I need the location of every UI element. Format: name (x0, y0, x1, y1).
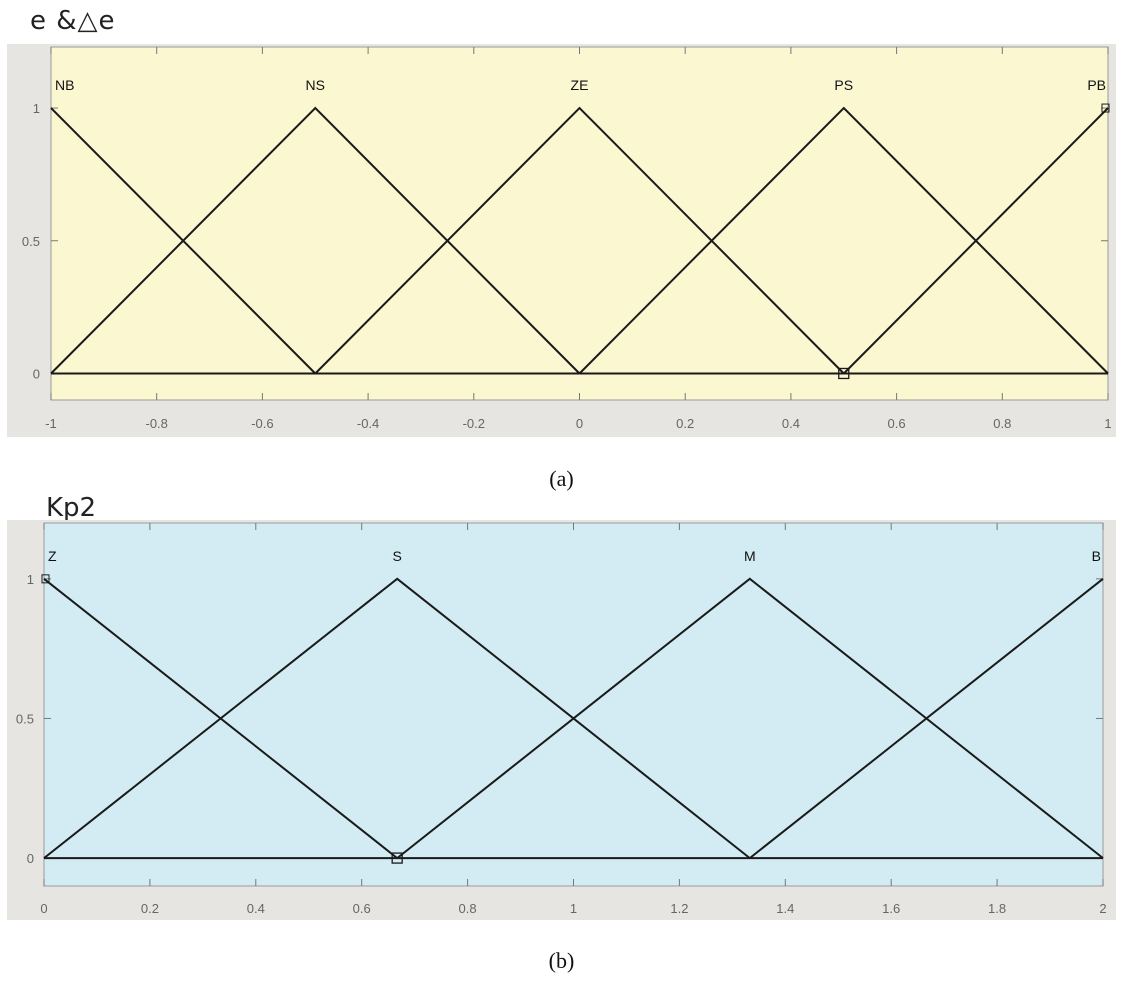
panel-a-chart: -1 -0.8 -0.6 -0.4 -0.2 0 0.2 0.4 0.6 0.8 1 0 0.5 1 NB N… (7, 44, 1116, 437)
panel-a-y-tick-label: 0.5 (22, 234, 40, 249)
panel-a-mf-ze (314, 106, 845, 375)
panel-b-x-tick-label: 1.8 (988, 901, 1006, 916)
panel-b-mf-label-s: S (393, 548, 402, 564)
panel-a-x-tick-label: -0.4 (357, 416, 379, 431)
panel-a-mf-label-ns: NS (306, 77, 325, 93)
panel-b-mf-m (396, 577, 1104, 859)
panel-a-plot-area (50, 46, 1109, 401)
panel-b-chart: 0 0.2 0.4 0.6 0.8 1 1.2 1.4 1.6 1.8 200.51Z S M B (7, 520, 1116, 920)
panel-a-mf-pb (843, 107, 1109, 375)
caption-b: (b) (548, 948, 575, 973)
panel-a-edge-marker (1101, 103, 1110, 113)
panel-a-selection-marker (838, 367, 850, 380)
panel-a-x-tick-label: 0.8 (993, 416, 1011, 431)
panel-a-x-tick-label: -0.8 (145, 416, 167, 431)
panel-a-x-tick-label: -0.2 (463, 416, 485, 431)
panel-a-y-tick-label: 0 (33, 366, 40, 381)
panel-a-x-tick-label: -0.6 (251, 416, 273, 431)
panel-b-selection-marker (391, 852, 403, 864)
panel-b-y-tick-label: 0.5 (16, 711, 34, 726)
panel-b-title: Kp2 (46, 493, 97, 523)
panel-b-x-tick-label: 0.2 (141, 901, 159, 916)
panel-b-mf-label-b: B (1092, 548, 1101, 564)
panel-a-x-tick-label: 0.6 (888, 416, 906, 431)
panel-b-y-tick-label: 0 (27, 851, 34, 866)
panel-a-mf-ps (578, 106, 1109, 375)
panel-b-x-tick-label: 2 (1099, 901, 1106, 916)
panel-b-mf-s (43, 577, 751, 859)
panel-b-x-tick-label: 1.4 (776, 901, 794, 916)
panel-b-x-tick-label: 1.6 (882, 901, 900, 916)
panel-a-mf-label-pb: PB (1087, 77, 1106, 93)
panel-a-y-tick-label: 1 (33, 101, 40, 116)
panel-b-x-tick-label: 1 (570, 901, 577, 916)
panel-b-mf-label-m: M (744, 548, 756, 564)
panel-a-title: e &△e (30, 6, 116, 36)
panel-a-x-tick-label: 0.4 (782, 416, 800, 431)
panel-a-mf-label-nb: NB (55, 77, 74, 93)
panel-b-x-tick-label: 0.8 (459, 901, 477, 916)
panel-a-mf-label-ps: PS (834, 77, 853, 93)
panel-a-mf-ns (50, 106, 581, 375)
panel-a-mf-label-ze: ZE (571, 77, 589, 93)
panel-b-y-tick-label: 1 (27, 572, 34, 587)
panel-b-x-tick-label: 0.4 (247, 901, 265, 916)
panel-b-x-tick-label: 0 (40, 901, 47, 916)
caption-a: (a) (549, 466, 574, 491)
panel-b-edge-marker (41, 574, 50, 584)
panel-a-x-tick-label: 0.2 (676, 416, 694, 431)
panel-b-plot-area (43, 522, 1104, 887)
panel-a-x-tick-label: 1 (1104, 416, 1111, 431)
panel-b-mf-b (749, 578, 1104, 859)
panel-b-mf-label-z: Z (48, 548, 57, 564)
panel-b-x-tick-label: 0.6 (353, 901, 371, 916)
panel-a-x-tick-label: -1 (45, 416, 57, 431)
panel-a-x-tick-label: 0 (576, 416, 583, 431)
panel-b-x-tick-label: 1.2 (670, 901, 688, 916)
